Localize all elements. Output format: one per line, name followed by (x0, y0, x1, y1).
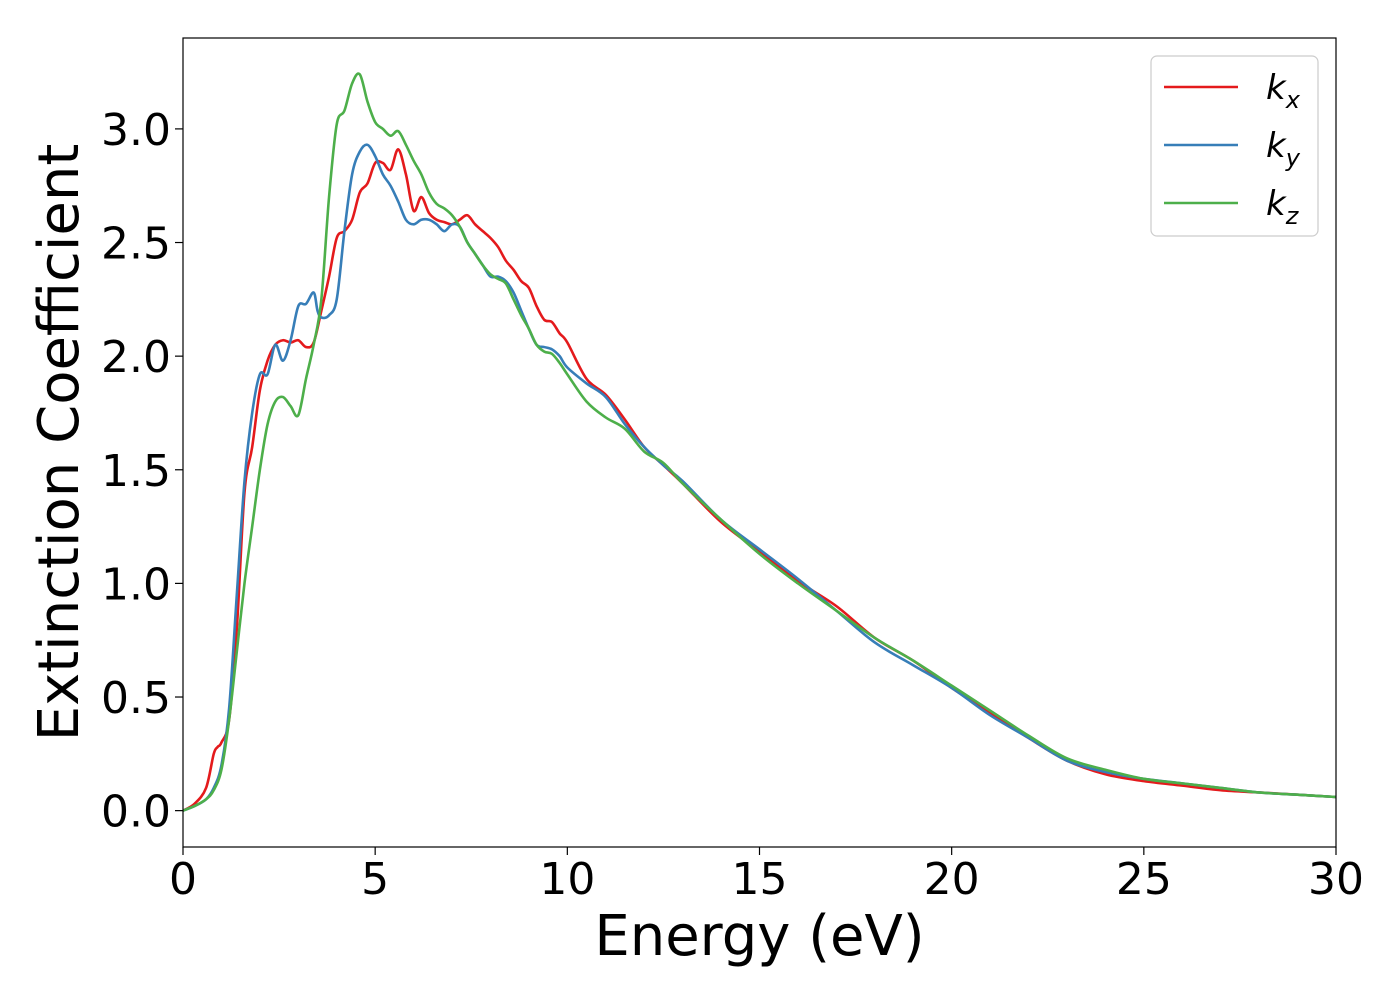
x-tick-label: 25 (1116, 854, 1172, 905)
y-tick-label: 2.0 (101, 332, 171, 383)
legend-label: ky (1266, 126, 1301, 172)
x-tick-label: 10 (539, 854, 595, 905)
y-tick-label: 1.5 (101, 446, 171, 497)
x-axis-title: Energy (eV) (594, 904, 924, 969)
x-axis-ticks: 0 5 10 15 20 25 30 (169, 847, 1364, 905)
x-tick-label: 15 (732, 854, 788, 905)
y-axis-title: Extinction Coefficient (27, 144, 92, 742)
x-tick-label: 5 (361, 854, 389, 905)
x-tick-label: 30 (1308, 854, 1364, 905)
y-axis-ticks: 0.0 0.5 1.0 1.5 2.0 2.5 3.0 (101, 105, 183, 838)
y-tick-label: 2.5 (101, 219, 171, 270)
y-tick-label: 0.5 (101, 673, 171, 724)
legend-label: kx (1266, 68, 1301, 114)
series-layer (182, 72, 1337, 812)
legend-label: kz (1266, 184, 1300, 230)
x-tick-label: 20 (924, 854, 980, 905)
x-tick-label: 0 (169, 854, 197, 905)
y-tick-label: 0.0 (101, 787, 171, 838)
series-line-k-z (182, 72, 1337, 812)
y-tick-label: 3.0 (101, 105, 171, 156)
legend: kx ky kz (1150, 55, 1319, 237)
plot-area-frame (182, 37, 1337, 848)
y-tick-label: 1.0 (101, 559, 171, 610)
